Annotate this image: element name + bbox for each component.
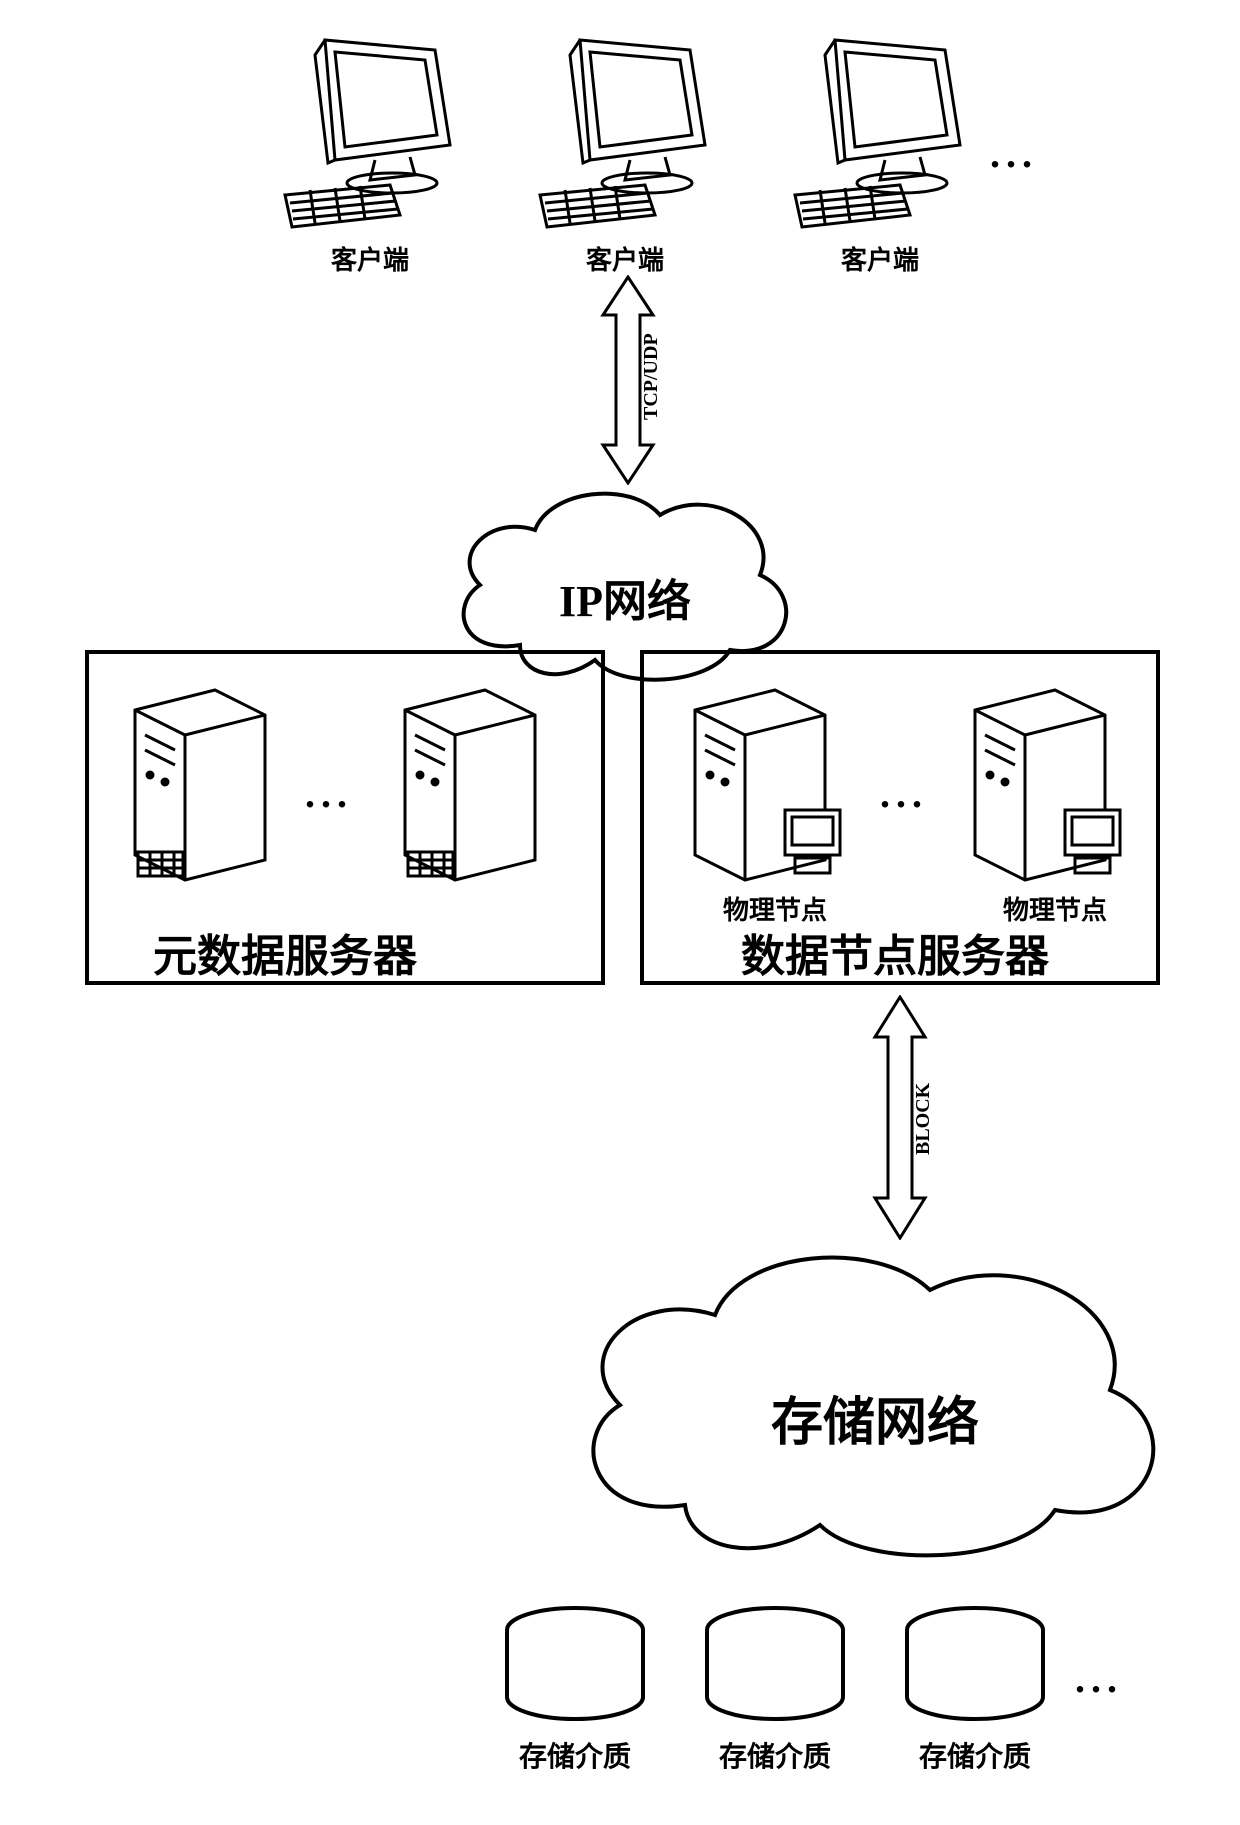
datanode-server-1-icon <box>680 680 850 890</box>
datanode-box-label: 数据节点服务器 <box>720 920 1070 984</box>
client-3-label: 客户端 <box>810 240 950 277</box>
metadata-server-1-icon <box>120 680 280 890</box>
datanode-server-2-icon <box>960 680 1130 890</box>
storage-1-icon <box>500 1605 650 1725</box>
metadata-ellipsis: ... <box>305 770 353 817</box>
storage-3-icon <box>900 1605 1050 1725</box>
client-1-label: 客户端 <box>300 240 440 277</box>
metadata-server-2-icon <box>390 680 550 890</box>
metadata-box-label: 元数据服务器 <box>130 920 440 984</box>
client-2-label: 客户端 <box>555 240 695 277</box>
storage-1-label: 存储介质 <box>500 1735 650 1775</box>
clients-ellipsis: ... <box>990 130 1038 177</box>
client-1-icon <box>280 35 460 235</box>
client-2-icon <box>535 35 715 235</box>
storage-ellipsis: ... <box>1075 1655 1123 1702</box>
storage-2-icon <box>700 1605 850 1725</box>
connector-top-label: TCP/UDP <box>640 333 663 420</box>
diagram-canvas: 客户端 客户端 客户端 ... TCP/UDP IP网络 <box>0 0 1240 1825</box>
cloud-bottom-label: 存储网络 <box>730 1380 1020 1455</box>
client-3-icon <box>790 35 970 235</box>
datanode-ellipsis: ... <box>880 770 928 817</box>
cloud-top-label: IP网络 <box>530 565 720 629</box>
connector-bottom-label: BLOCK <box>912 1083 935 1155</box>
storage-2-label: 存储介质 <box>700 1735 850 1775</box>
storage-3-label: 存储介质 <box>900 1735 1050 1775</box>
